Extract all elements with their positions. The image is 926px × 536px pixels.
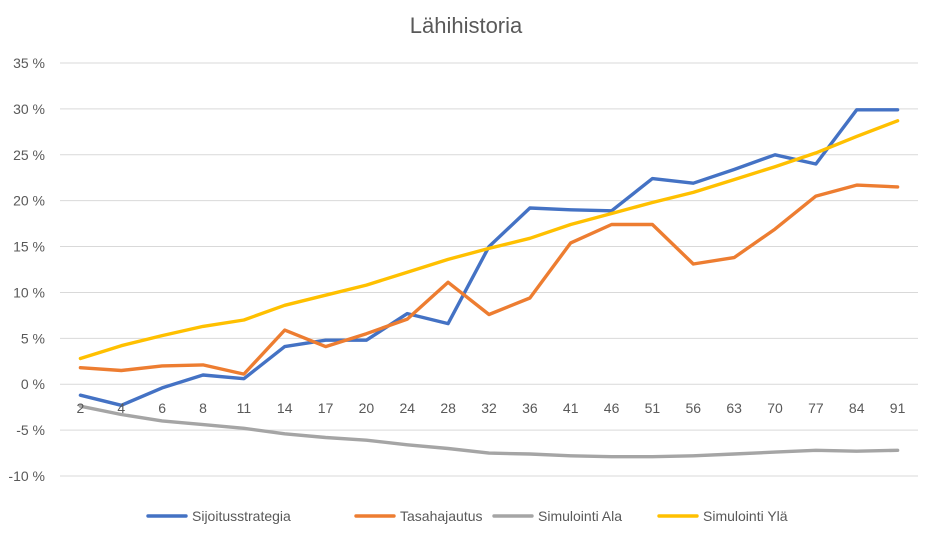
legend-item-3: Simulointi Ylä bbox=[657, 508, 788, 524]
x-tick-label: 56 bbox=[685, 400, 701, 416]
legend-item-1: Tasahajautus bbox=[354, 508, 483, 524]
legend-item-2: Simulointi Ala bbox=[492, 508, 622, 524]
x-tick-label: 28 bbox=[440, 400, 456, 416]
x-tick-label: 51 bbox=[645, 400, 661, 416]
x-tick-label: 63 bbox=[726, 400, 742, 416]
x-tick-label: 46 bbox=[604, 400, 620, 416]
y-tick-label: 35 % bbox=[13, 55, 45, 71]
legend: Sijoitusstrategia Tasahajautus Simulointi … bbox=[146, 508, 788, 524]
y-tick-label: 25 % bbox=[13, 147, 45, 163]
x-tick-label: 17 bbox=[318, 400, 334, 416]
legend-item-0: Sijoitusstrategia bbox=[146, 508, 291, 524]
x-tick-label: 20 bbox=[359, 400, 375, 416]
y-tick-label: 0 % bbox=[21, 376, 45, 392]
series-lines bbox=[78, 108, 900, 459]
x-tick-label: 84 bbox=[849, 400, 865, 416]
y-tick-label: 10 % bbox=[13, 284, 45, 300]
y-axis-ticks: 35 % 30 % 25 % 20 % 15 % 10 % 5 % 0 % -5 % -10 % bbox=[8, 55, 45, 484]
x-tick-label: 41 bbox=[563, 400, 579, 416]
y-tick-label: -5 % bbox=[16, 422, 45, 438]
x-tick-label: 4 bbox=[117, 400, 125, 416]
x-tick-label: 2 bbox=[77, 400, 85, 416]
x-tick-label: 6 bbox=[158, 400, 166, 416]
y-tick-label: 30 % bbox=[13, 101, 45, 117]
x-tick-label: 36 bbox=[522, 400, 538, 416]
series-line-3 bbox=[78, 119, 900, 361]
x-tick-label: 77 bbox=[808, 400, 824, 416]
legend-label: Tasahajautus bbox=[400, 508, 483, 524]
y-tick-label: -10 % bbox=[8, 468, 45, 484]
chart-title: Lähihistoria bbox=[410, 13, 523, 38]
x-tick-label: 24 bbox=[399, 400, 415, 416]
x-tick-label: 91 bbox=[890, 400, 906, 416]
y-tick-label: 5 % bbox=[21, 330, 45, 346]
series-line-2 bbox=[78, 404, 900, 459]
x-tick-label: 11 bbox=[237, 400, 252, 416]
y-tick-label: 20 % bbox=[13, 193, 45, 209]
x-tick-label: 14 bbox=[277, 400, 293, 416]
x-tick-label: 32 bbox=[481, 400, 497, 416]
legend-label: Simulointi Ylä bbox=[703, 508, 788, 524]
x-axis-ticks: 2 4 6 8 11 14 17 20 24 28 32 36 41 46 51 56 63 70 77 84 91 bbox=[77, 400, 906, 416]
y-tick-label: 15 % bbox=[13, 239, 45, 255]
x-tick-label: 8 bbox=[199, 400, 207, 416]
legend-label: Simulointi Ala bbox=[538, 508, 622, 524]
legend-label: Sijoitusstrategia bbox=[192, 508, 291, 524]
x-tick-label: 70 bbox=[767, 400, 783, 416]
series-line-0 bbox=[78, 108, 900, 407]
series-line-1 bbox=[78, 183, 900, 376]
